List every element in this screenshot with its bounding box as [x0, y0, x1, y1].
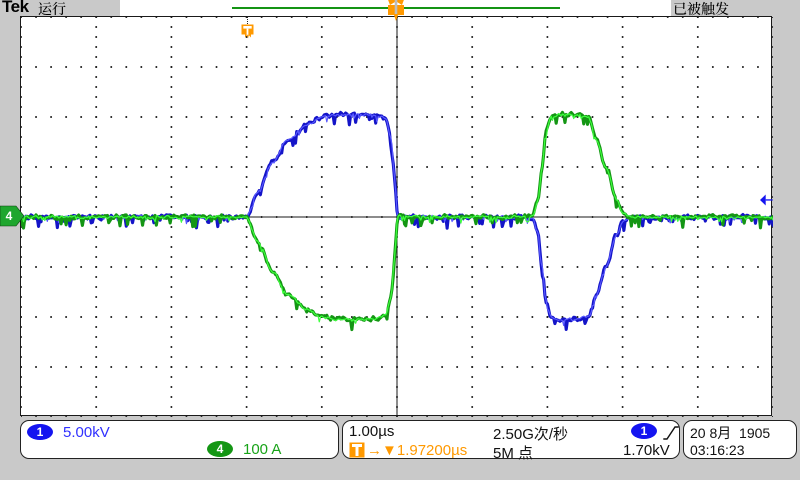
svg-text:4: 4	[6, 209, 13, 223]
